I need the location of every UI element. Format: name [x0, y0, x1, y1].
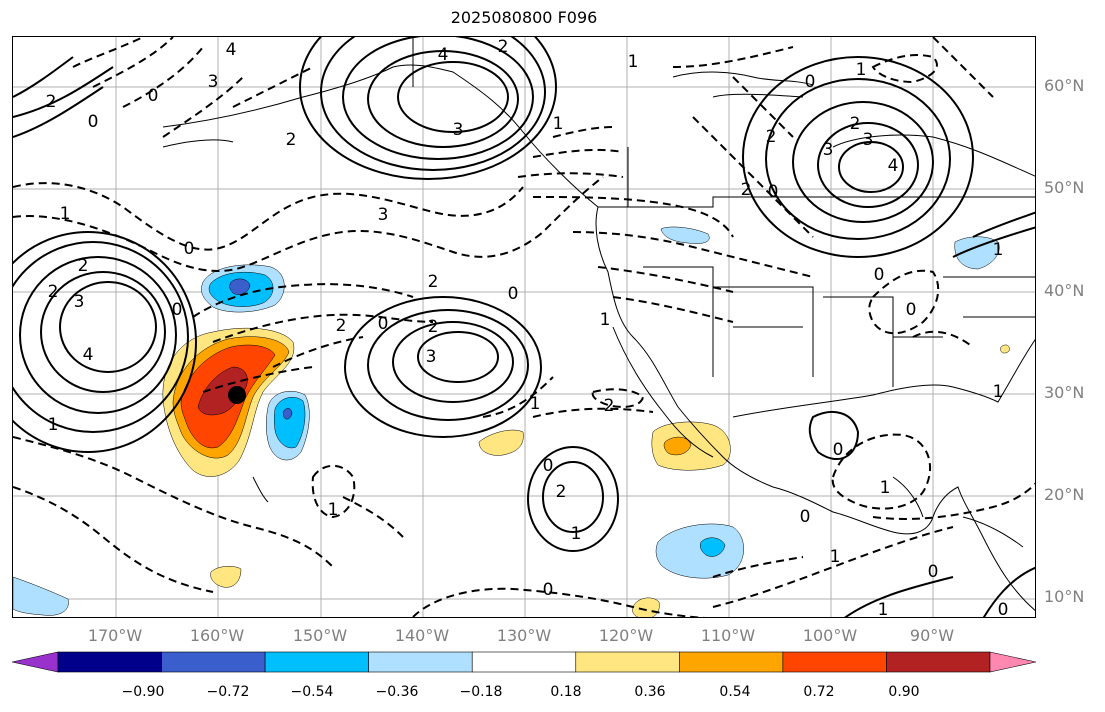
- contour-label: 2: [336, 316, 347, 336]
- lon-label: 130°W: [496, 626, 552, 645]
- colorbar-tick: −0.72: [206, 684, 250, 700]
- contour-label: 4: [438, 45, 449, 65]
- contour-label: 1: [571, 524, 582, 544]
- colorbar-segment: [575, 651, 680, 673]
- contour-label: 2: [428, 272, 439, 292]
- contour-label: 1: [60, 204, 71, 224]
- colorbar-segment: [679, 651, 784, 673]
- contour-label: 2: [78, 256, 89, 276]
- contour-label: 2: [48, 282, 59, 302]
- colorbar-tick: −0.36: [375, 684, 419, 700]
- contour-label: 3: [208, 72, 219, 92]
- contour-label: 0: [833, 440, 844, 460]
- contour-label: 0: [184, 239, 195, 259]
- lat-label: 60°N: [1044, 76, 1085, 95]
- contour-label: 0: [148, 86, 159, 106]
- contour-label: 0: [543, 580, 554, 600]
- lon-label: 170°W: [87, 626, 143, 645]
- colorbar-segment: [782, 651, 887, 673]
- lon-label: 90°W: [909, 626, 955, 645]
- contour-label: 0: [906, 300, 917, 320]
- contour-label: 3: [378, 205, 389, 225]
- contour-label: 3: [426, 347, 437, 367]
- colorbar-segment: [471, 651, 577, 673]
- negative-contours: [13, 37, 1035, 617]
- lat-label: 20°N: [1044, 485, 1085, 504]
- contour-label: 3: [74, 292, 85, 312]
- lon-label: 150°W: [292, 626, 348, 645]
- contour-label: 1: [628, 52, 639, 72]
- contour-label: 3: [453, 120, 464, 140]
- contour-label: 1: [553, 114, 564, 134]
- contour-label: 0: [768, 182, 779, 202]
- contour-label: 0: [543, 456, 554, 476]
- map-title: 2025080800 F096: [450, 8, 598, 27]
- contour-label: 0: [88, 112, 99, 132]
- colorbar-segment: [886, 651, 991, 673]
- colorbar-tick: 0.36: [634, 684, 666, 700]
- contour-label: 2: [556, 482, 567, 502]
- colorbar-segment: [264, 651, 369, 673]
- contour-label: 3: [823, 140, 834, 160]
- lat-label: 50°N: [1044, 178, 1085, 197]
- contour-label: 1: [878, 600, 889, 618]
- contour-label: 0: [172, 300, 183, 320]
- contour-label: 0: [998, 600, 1009, 618]
- colorbar-tick: 0.72: [803, 684, 835, 700]
- colorbar-segment: [57, 651, 162, 673]
- lon-label: 140°W: [394, 626, 450, 645]
- contour-label: 1: [328, 500, 339, 520]
- contour-label: 0: [508, 284, 519, 304]
- contour-label: 0: [928, 562, 939, 582]
- colorbar-extend-low: [11, 651, 59, 673]
- colorbar: [11, 651, 1037, 673]
- coastlines: [162, 37, 1035, 611]
- contour-label: 0: [800, 507, 811, 527]
- contour-label: 1: [830, 547, 841, 567]
- contour-label: 2: [428, 317, 439, 337]
- contour-label: 1: [993, 240, 1004, 260]
- lat-label: 30°N: [1044, 383, 1085, 402]
- contour-label: 4: [83, 345, 94, 365]
- contour-label: 2: [766, 127, 777, 147]
- colorbar-tick: −0.90: [121, 684, 165, 700]
- colorbar-tick: 0.18: [550, 684, 582, 700]
- contour-label: 2: [286, 130, 297, 150]
- contour-label: 1: [600, 310, 611, 330]
- contour-label: 2: [741, 180, 752, 200]
- lon-label: 120°W: [598, 626, 654, 645]
- colorbar-segment: [368, 651, 473, 673]
- lat-label: 10°N: [1044, 587, 1085, 606]
- contour-label: 2: [850, 114, 861, 134]
- colorbar-extend-high: [989, 651, 1037, 673]
- contour-label: 1: [993, 382, 1004, 402]
- colorbar-tick: −0.18: [459, 684, 503, 700]
- colorbar-tick: −0.54: [290, 684, 334, 700]
- lon-label: 100°W: [802, 626, 858, 645]
- contour-label: 0: [874, 265, 885, 285]
- contour-label: 1: [48, 415, 59, 435]
- contour-label: 0: [378, 314, 389, 334]
- map-canvas: 4 3 2 0 2 1 3 2 4 2 3 0 2 1 0 2 0 3 1 0 …: [13, 37, 1035, 618]
- contour-label: 1: [530, 394, 541, 414]
- contour-label: 2: [498, 37, 509, 57]
- lon-label: 160°W: [189, 626, 245, 645]
- colorbar-segment: [161, 651, 266, 673]
- lon-label: 110°W: [700, 626, 756, 645]
- lat-label: 40°N: [1044, 281, 1085, 300]
- colorbar-tick: 0.54: [719, 684, 751, 700]
- contour-label: 3: [863, 130, 874, 150]
- colorbar-tick: 0.90: [888, 684, 920, 700]
- contour-label: 0: [805, 72, 816, 92]
- contour-label: 2: [604, 396, 615, 416]
- contour-label: 1: [856, 60, 867, 80]
- contour-label: 2: [46, 92, 57, 112]
- map-panel: 4 3 2 0 2 1 3 2 4 2 3 0 2 1 0 2 0 3 1 0 …: [12, 36, 1036, 618]
- storm-center-dot: [228, 386, 246, 404]
- contour-label: 4: [888, 156, 899, 176]
- contour-label: 4: [226, 40, 237, 60]
- contour-label: 1: [880, 478, 891, 498]
- positive-contours: [13, 37, 1035, 617]
